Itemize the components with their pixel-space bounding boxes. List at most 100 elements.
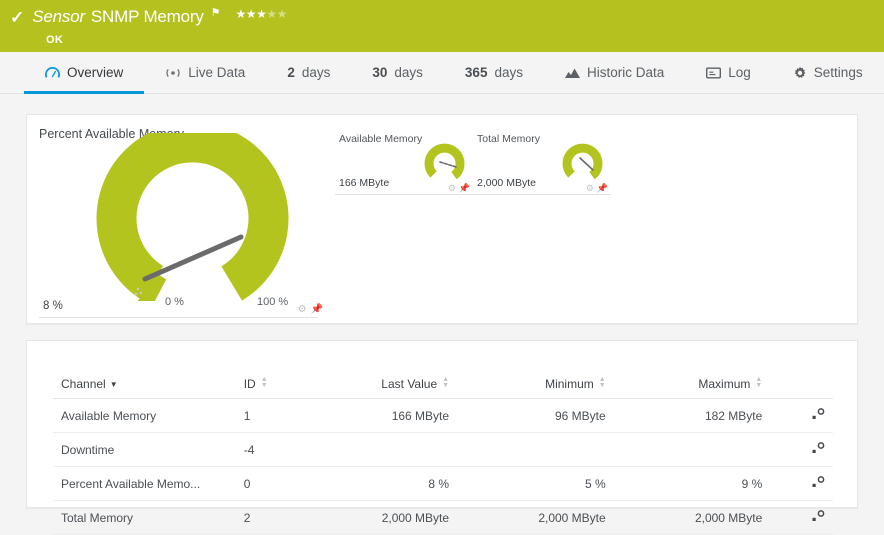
star-filled-1[interactable]: ★ xyxy=(235,7,247,21)
star-empty-4[interactable]: ★ xyxy=(266,7,277,21)
small-gauge-tools: ⚙ 📌 xyxy=(586,184,608,193)
cell-maximum xyxy=(613,432,771,467)
sensor-header: ✓ Sensor SNMP Memory ⚑ ★★★★★ OK xyxy=(0,0,884,52)
table-row[interactable]: Total Memory 2 2,000 MByte 2,000 MByte 2… xyxy=(53,500,833,535)
log-icon xyxy=(706,67,722,79)
settings-icon[interactable] xyxy=(812,442,825,457)
cell-minimum: 96 MByte xyxy=(457,398,614,433)
small-gauge-title: Available Memory xyxy=(339,133,423,145)
gear-icon[interactable]: ⚙ xyxy=(297,304,307,315)
tab-365-days[interactable]: 365 days xyxy=(444,52,544,93)
tab-bar: Overview Live Data 2 days 30 days 365 da… xyxy=(0,52,884,94)
page-title: SNMP Memory xyxy=(90,7,204,26)
small-gauge-total-memory[interactable]: Total Memory 2,000 MByte ⚙ 📌 xyxy=(473,133,611,195)
tab-settings[interactable]: Settings xyxy=(772,52,884,93)
cell-actions[interactable] xyxy=(770,398,833,433)
gear-icon[interactable]: ⚙ xyxy=(585,183,594,193)
tab-live-data-label: Live Data xyxy=(188,65,246,80)
cell-maximum: 182 MByte xyxy=(613,398,771,433)
star-empty-5[interactable]: ★ xyxy=(276,7,288,21)
tab-historic-data-label: Historic Data xyxy=(586,65,665,80)
sensor-type-label: Sensor xyxy=(32,7,85,26)
cell-last-value: 166 MByte xyxy=(310,398,458,433)
column-header-minimum[interactable]: Minimum ▲ ▼ xyxy=(457,371,614,399)
main-gauge-max-label: 100 % xyxy=(257,296,289,308)
priority-rating[interactable]: ★★★★★ xyxy=(235,7,288,21)
small-gauge-value: 2,000 MByte xyxy=(477,177,536,189)
tab-2-days-number: 2 xyxy=(287,65,295,80)
sort-desc-icon: ▼ xyxy=(109,380,118,389)
main-gauge-min-label: 0 % xyxy=(165,296,184,308)
tab-log-label: Log xyxy=(728,65,751,80)
cell-id: 0 xyxy=(235,466,311,501)
cell-id: 2 xyxy=(235,500,311,535)
main-gauge-divider xyxy=(39,317,317,318)
gauge-arc-stub xyxy=(137,273,167,301)
tab-live-data[interactable]: Live Data xyxy=(144,52,266,93)
column-header-id[interactable]: ID ▲ ▼ xyxy=(235,371,311,399)
table-row[interactable]: Available Memory 1 166 MByte 96 MByte 18… xyxy=(53,398,833,433)
cell-id: 1 xyxy=(235,398,311,433)
gauge-pivot-marker xyxy=(134,287,143,296)
sensor-header-title-row: ✓ Sensor SNMP Memory ⚑ ★★★★★ xyxy=(10,5,884,29)
tab-365-days-label: days xyxy=(494,65,523,80)
column-header-maximum[interactable]: Maximum ▲ ▼ xyxy=(613,371,771,399)
sort-none-icon: ▲ ▼ xyxy=(442,376,450,389)
cell-channel: Downtime xyxy=(53,432,236,467)
cell-actions[interactable] xyxy=(770,500,833,535)
cell-last-value: 2,000 MByte xyxy=(310,500,458,535)
pin-icon[interactable]: 📌 xyxy=(310,304,323,315)
settings-icon[interactable] xyxy=(812,510,825,525)
small-gauge-value: 166 MByte xyxy=(339,177,390,189)
gear-icon[interactable]: ⚙ xyxy=(447,183,456,193)
small-gauge-available-memory[interactable]: Available Memory 166 MByte ⚙ 📌 xyxy=(335,133,473,195)
pin-icon[interactable]: 📌 xyxy=(596,183,608,193)
gauge-panel: Percent Available Memory 8 % 0 % 100 % ⚙… xyxy=(26,114,858,324)
main-gauge-value: 8 % xyxy=(43,300,63,312)
small-gauge-graphic xyxy=(562,143,603,180)
chart-icon xyxy=(564,67,580,79)
cell-actions[interactable] xyxy=(770,432,833,467)
column-header-last-value-label: Last Value xyxy=(381,377,438,391)
cell-channel: Total Memory xyxy=(53,500,236,535)
tab-30-days-label: days xyxy=(394,65,423,80)
tab-30-days[interactable]: 30 days xyxy=(351,52,444,93)
tab-overview[interactable]: Overview xyxy=(24,52,145,94)
small-gauge-title: Total Memory xyxy=(477,133,541,145)
sort-none-icon: ▲ ▼ xyxy=(598,376,606,389)
column-header-channel[interactable]: Channel ▼ xyxy=(53,371,236,399)
main-gauge[interactable]: 8 % 0 % 100 % ⚙ 📌 xyxy=(35,133,323,318)
table-row[interactable]: Percent Available Memo... 0 8 % 5 % 9 % xyxy=(53,466,833,501)
tab-30-days-number: 30 xyxy=(372,65,388,80)
flag-icon[interactable]: ⚑ xyxy=(210,7,221,19)
sort-none-icon: ▲ ▼ xyxy=(755,376,763,389)
live-icon xyxy=(165,67,181,79)
table-row[interactable]: Downtime -4 xyxy=(53,432,833,467)
cell-minimum: 2,000 MByte xyxy=(457,500,614,535)
cell-maximum: 2,000 MByte xyxy=(613,500,771,535)
tab-settings-label: Settings xyxy=(813,65,863,80)
star-filled-3[interactable]: ★ xyxy=(256,7,267,21)
channel-table-panel: Channel ▼ ID ▲ ▼ Last Value ▲ ▼ Minimum ▲ ▼ Max… xyxy=(26,340,858,535)
cell-channel: Percent Available Memo... xyxy=(53,466,236,501)
table-header-row: Channel ▼ ID ▲ ▼ Last Value ▲ ▼ Minimum ▲ ▼ Max… xyxy=(53,371,833,399)
cell-channel-text: Percent Available Memo... xyxy=(61,476,201,491)
star-filled-2[interactable]: ★ xyxy=(245,7,257,21)
cell-maximum: 9 % xyxy=(613,466,771,501)
tab-365-days-number: 365 xyxy=(464,65,488,80)
settings-icon[interactable] xyxy=(812,476,825,491)
main-gauge-tools: ⚙ 📌 xyxy=(298,304,323,315)
status-badge: OK xyxy=(46,34,64,46)
small-gauge-graphic xyxy=(424,143,465,180)
column-header-last-value[interactable]: Last Value ▲ ▼ xyxy=(310,371,458,399)
gear-icon xyxy=(793,66,807,80)
cell-id: -4 xyxy=(235,432,311,467)
tab-historic-data[interactable]: Historic Data xyxy=(544,52,685,93)
column-header-id-label: ID xyxy=(243,377,256,391)
cell-actions[interactable] xyxy=(770,466,833,501)
tab-2-days[interactable]: 2 days xyxy=(266,52,351,93)
settings-icon[interactable] xyxy=(812,408,825,423)
tab-log[interactable]: Log xyxy=(685,52,772,93)
tab-2-days-label: days xyxy=(301,65,331,80)
pin-icon[interactable]: 📌 xyxy=(458,183,470,193)
